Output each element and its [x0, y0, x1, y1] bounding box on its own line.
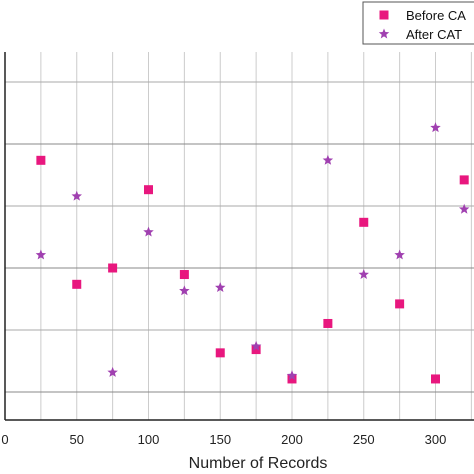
x-tick-label: 150	[209, 432, 231, 447]
x-tick-label: 50	[70, 432, 84, 447]
legend-label-2: After CAT	[406, 27, 462, 42]
x-axis-title: Number of Records	[189, 455, 328, 472]
data-point-star	[286, 370, 298, 381]
data-point-square	[251, 345, 261, 355]
data-point-square	[359, 217, 369, 227]
data-point-square	[395, 299, 405, 309]
data-point-star	[250, 340, 262, 351]
x-tick-label: 200	[281, 432, 303, 447]
data-point-square	[144, 185, 153, 195]
legend-marker-2	[378, 28, 390, 39]
series-1	[36, 155, 469, 384]
data-point-square	[287, 374, 297, 384]
legend: Before CA After CAT	[362, 1, 474, 45]
x-tick-label: 250	[353, 432, 375, 447]
data-point-square	[72, 279, 82, 289]
data-point-square	[323, 318, 333, 328]
data-point-star	[322, 154, 334, 165]
legend-marker-1	[379, 10, 389, 20]
grid-lines	[4, 52, 474, 420]
data-point-star	[215, 282, 226, 293]
x-tick-label: 300	[425, 432, 447, 447]
data-point-star	[71, 190, 82, 201]
axes	[4, 52, 474, 421]
data-point-star	[394, 249, 405, 260]
data-points	[35, 122, 470, 384]
data-point-star	[358, 269, 369, 279]
data-point-square	[431, 374, 440, 384]
series-2	[35, 122, 470, 381]
legend-label-1: Before CA	[406, 8, 466, 23]
x-tick-labels: 0 50 100 150 200 250 300	[1, 432, 446, 447]
data-point-star	[430, 122, 441, 133]
data-point-square	[108, 263, 118, 273]
x-tick-label: 100	[138, 432, 160, 447]
data-point-square	[459, 175, 469, 185]
data-point-star	[458, 203, 470, 214]
data-point-star	[143, 226, 154, 237]
data-point-square	[215, 348, 225, 358]
x-tick-label: 0	[1, 432, 8, 447]
data-point-star	[179, 285, 190, 296]
data-point-square	[179, 270, 189, 280]
data-point-star	[35, 249, 47, 260]
data-point-star	[107, 366, 118, 377]
data-point-square	[36, 155, 46, 165]
